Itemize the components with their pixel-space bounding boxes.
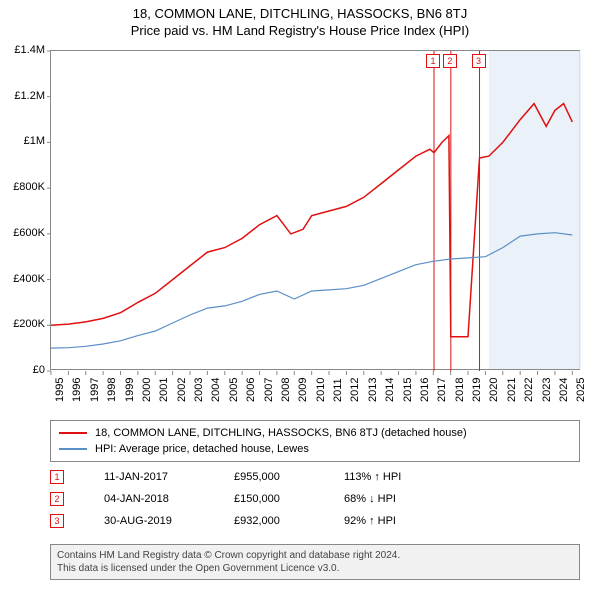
y-axis-tick-label: £0 [5,364,45,376]
y-axis-tick-label: £200K [5,318,45,330]
x-axis-tick-label: 1998 [106,378,118,402]
x-axis-tick-label: 2013 [367,378,379,402]
event-date: 30-AUG-2019 [104,515,194,527]
x-axis-tick-label: 2002 [176,378,188,402]
x-axis-tick-label: 2000 [141,378,153,402]
legend-label: HPI: Average price, detached house, Lewe… [95,443,309,455]
legend-item: 18, COMMON LANE, DITCHLING, HASSOCKS, BN… [59,425,571,441]
x-axis-tick-label: 2021 [506,378,518,402]
event-marker-icon: 2 [50,492,64,506]
x-axis-tick-label: 2009 [297,378,309,402]
event-date: 04-JAN-2018 [104,493,194,505]
chart-shaded-band [489,51,581,369]
y-axis-tick-label: £1M [5,135,45,147]
chart-event-marker: 2 [443,54,457,68]
footer-line1: Contains HM Land Registry data © Crown c… [57,549,573,562]
y-axis-tick-label: £800K [5,181,45,193]
x-axis-tick-label: 2007 [263,378,275,402]
x-axis-tick-label: 1999 [124,378,136,402]
x-axis-tick-label: 2001 [158,378,170,402]
event-pct: 68% ↓ HPI [344,493,444,505]
x-axis-tick-label: 2011 [332,378,344,402]
footer-line2: This data is licensed under the Open Gov… [57,562,573,575]
event-row: 3 30-AUG-2019 £932,000 92% ↑ HPI [50,510,580,532]
y-axis-tick-label: £600K [5,227,45,239]
footer-attribution: Contains HM Land Registry data © Crown c… [50,544,580,580]
event-date: 11-JAN-2017 [104,471,194,483]
x-axis-tick-label: 2008 [280,378,292,402]
event-row: 1 11-JAN-2017 £955,000 113% ↑ HPI [50,466,580,488]
event-price: £955,000 [234,471,304,483]
x-axis-tick-label: 2017 [436,378,448,402]
x-axis-tick-label: 1996 [71,378,83,402]
x-axis-tick-label: 2019 [471,378,483,402]
legend: 18, COMMON LANE, DITCHLING, HASSOCKS, BN… [50,420,580,462]
x-axis-tick-label: 2024 [558,378,570,402]
y-axis-tick-label: £1.4M [5,44,45,56]
x-axis-tick-label: 1995 [54,378,66,402]
chart-event-marker: 1 [426,54,440,68]
x-axis-tick-label: 2018 [454,378,466,402]
legend-item: HPI: Average price, detached house, Lewe… [59,441,571,457]
event-price: £932,000 [234,515,304,527]
events-table: 1 11-JAN-2017 £955,000 113% ↑ HPI 2 04-J… [50,466,580,532]
x-axis-tick-label: 2012 [349,378,361,402]
event-pct: 113% ↑ HPI [344,471,444,483]
chart-title-block: 18, COMMON LANE, DITCHLING, HASSOCKS, BN… [0,0,600,40]
event-row: 2 04-JAN-2018 £150,000 68% ↓ HPI [50,488,580,510]
x-axis-tick-label: 2020 [488,378,500,402]
x-axis-tick-label: 2022 [523,378,535,402]
event-marker-icon: 1 [50,470,64,484]
chart-event-marker: 3 [472,54,486,68]
x-axis-tick-label: 2023 [541,378,553,402]
y-axis-tick-label: £1.2M [5,90,45,102]
chart-plot-area [50,50,580,370]
event-pct: 92% ↑ HPI [344,515,444,527]
x-axis-tick-label: 2010 [315,378,327,402]
event-marker-icon: 3 [50,514,64,528]
x-axis-tick-label: 2025 [575,378,587,402]
event-price: £150,000 [234,493,304,505]
legend-swatch [59,448,87,450]
x-axis-tick-label: 2016 [419,378,431,402]
x-axis-tick-label: 2003 [193,378,205,402]
chart-title-sub: Price paid vs. HM Land Registry's House … [0,23,600,38]
chart-title-main: 18, COMMON LANE, DITCHLING, HASSOCKS, BN… [0,6,600,21]
x-axis-tick-label: 2014 [384,378,396,402]
legend-label: 18, COMMON LANE, DITCHLING, HASSOCKS, BN… [95,427,467,439]
legend-swatch [59,432,87,434]
x-axis-tick-label: 2006 [245,378,257,402]
x-axis-tick-label: 2004 [210,378,222,402]
y-axis-tick-label: £400K [5,273,45,285]
x-axis-tick-label: 1997 [89,378,101,402]
x-axis-tick-label: 2005 [228,378,240,402]
x-axis-tick-label: 2015 [402,378,414,402]
